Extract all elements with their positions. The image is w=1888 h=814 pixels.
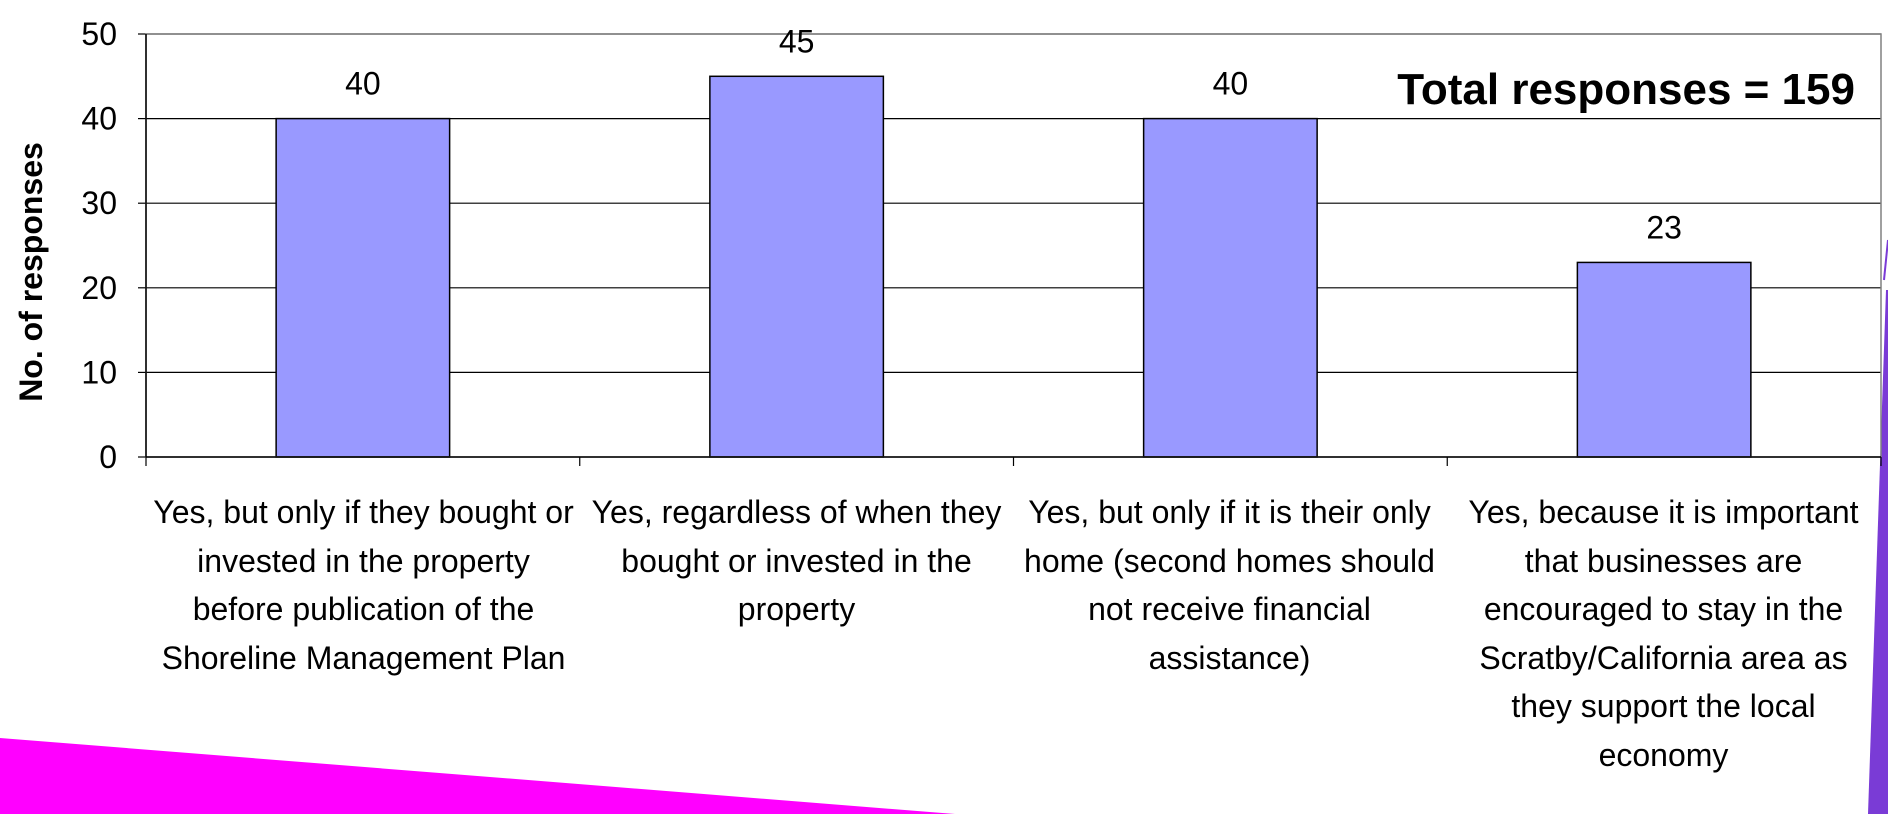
bars xyxy=(275,75,1752,458)
decor-magenta-swoosh xyxy=(0,738,955,814)
category-label: Yes, because it is important that busine… xyxy=(1468,494,1859,773)
y-tick-label: 30 xyxy=(81,185,117,221)
data-label: 45 xyxy=(779,23,815,59)
axes xyxy=(138,33,1882,466)
bar xyxy=(275,117,451,458)
y-tick-labels: 0 10 20 30 40 50 xyxy=(81,16,117,475)
decor-purple-stripe xyxy=(1868,290,1888,814)
y-tick-label: 50 xyxy=(81,16,117,52)
y-axis-label: No. of responses xyxy=(13,142,49,402)
category-label: Yes, regardless of when they bought or i… xyxy=(591,494,1002,627)
total-responses-annotation: Total responses = 159 xyxy=(1397,65,1855,114)
y-tick-label: 20 xyxy=(81,270,117,306)
y-tick-label: 0 xyxy=(99,439,117,475)
data-label: 40 xyxy=(1213,66,1249,102)
data-label: 40 xyxy=(345,66,381,102)
data-labels: 40 45 40 23 xyxy=(345,23,1682,245)
category-label: Yes, but only if they bought or invested… xyxy=(153,494,574,676)
decor-purple-line xyxy=(1883,239,1888,281)
category-label: Yes, but only if it is their only home (… xyxy=(1024,494,1435,676)
bar xyxy=(1142,117,1318,458)
data-label: 23 xyxy=(1646,209,1682,245)
bar xyxy=(709,75,885,458)
y-tick-label: 10 xyxy=(81,354,117,390)
y-tick-label: 40 xyxy=(81,101,117,137)
bar xyxy=(1576,261,1752,458)
